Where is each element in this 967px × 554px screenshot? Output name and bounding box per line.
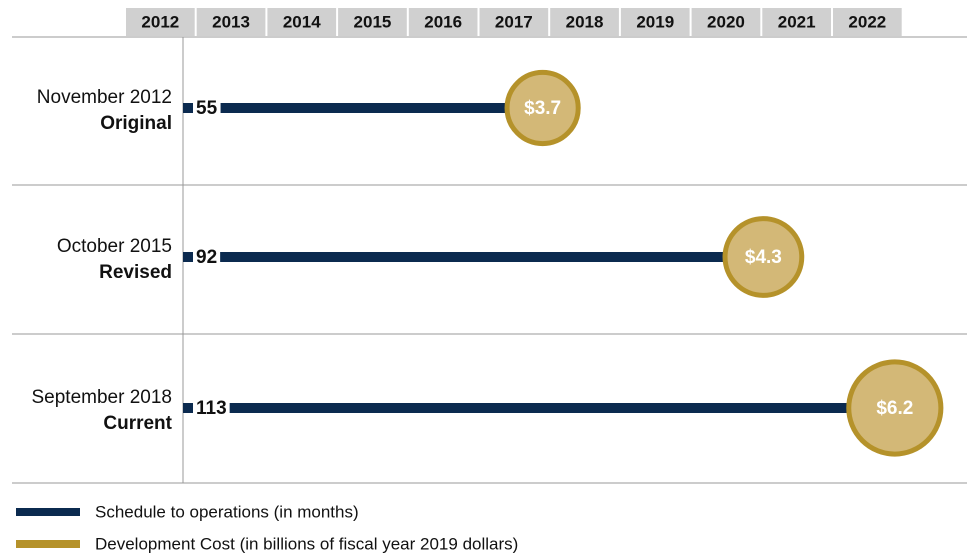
row-sublabel: Revised xyxy=(99,262,172,283)
year-label: 2018 xyxy=(566,12,604,31)
year-label: 2017 xyxy=(495,12,533,31)
schedule-bar xyxy=(183,403,849,413)
year-cell xyxy=(833,8,902,36)
legend-label: Schedule to operations (in months) xyxy=(95,502,359,521)
year-label: 2016 xyxy=(424,12,462,31)
year-label: 2014 xyxy=(283,12,321,31)
label-bg xyxy=(193,96,221,120)
schedule-bar xyxy=(183,103,508,113)
year-label: 2021 xyxy=(778,12,816,31)
row-sublabel: Original xyxy=(100,113,172,134)
cost-label: $4.3 xyxy=(745,247,782,268)
cost-bubble xyxy=(722,216,805,298)
cost-bubble xyxy=(846,359,944,457)
year-cell xyxy=(762,8,831,36)
year-cell xyxy=(267,8,337,36)
row-label: November 2012 xyxy=(37,87,172,108)
year-label: 2019 xyxy=(636,12,674,31)
label-bg xyxy=(193,396,230,420)
year-cell xyxy=(338,8,407,36)
cost-label: $6.2 xyxy=(876,398,913,419)
year-cell xyxy=(620,8,690,36)
year-label: 2020 xyxy=(707,12,745,31)
year-cell xyxy=(126,8,195,36)
schedule-bar xyxy=(183,252,726,262)
row-label: October 2015 xyxy=(57,236,172,257)
year-cell xyxy=(408,8,478,36)
cost-label: $3.7 xyxy=(524,98,561,119)
legend-label: Development Cost (in billions of fiscal … xyxy=(95,534,518,553)
cost-bubble xyxy=(504,69,581,147)
schedule-label: 55 xyxy=(196,98,218,119)
year-cell xyxy=(691,8,761,36)
row-label: September 2018 xyxy=(32,387,173,408)
year-cell xyxy=(196,8,266,36)
year-label: 2022 xyxy=(848,12,886,31)
year-cell xyxy=(550,8,619,36)
label-bg xyxy=(193,245,221,269)
row-sublabel: Current xyxy=(103,413,172,434)
year-cell xyxy=(479,8,549,36)
schedule-label: 92 xyxy=(196,247,217,268)
schedule-label: 113 xyxy=(196,398,227,419)
year-label: 2012 xyxy=(141,12,179,31)
year-label: 2015 xyxy=(354,12,392,31)
year-label: 2013 xyxy=(212,12,250,31)
